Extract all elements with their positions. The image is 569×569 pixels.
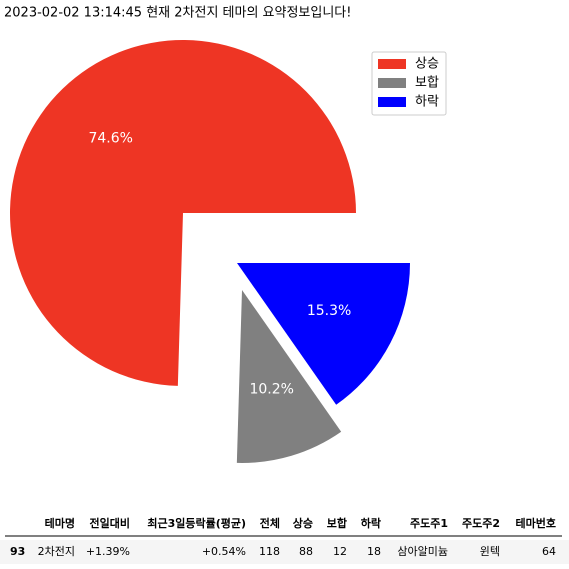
table-cell: 2차전지 bbox=[38, 545, 75, 558]
legend-label: 보합 bbox=[415, 76, 439, 91]
table-cell: 12 bbox=[333, 545, 347, 558]
table-cell: 윈텍 bbox=[480, 544, 500, 558]
table-header: 상승 bbox=[293, 516, 313, 530]
table-cell: +1.39% bbox=[86, 545, 130, 558]
value-label: 15.3% bbox=[307, 303, 351, 319]
pie-wedge bbox=[237, 263, 410, 405]
table-header: 전일대비 bbox=[90, 516, 130, 530]
legend-label: 상승 bbox=[415, 57, 439, 72]
table-index: 93 bbox=[10, 545, 25, 558]
legend-swatch bbox=[378, 78, 406, 88]
legend-swatch bbox=[378, 97, 406, 107]
pie-wedge bbox=[9, 39, 356, 386]
pie-wedge bbox=[236, 290, 342, 463]
table-header: 주도주2 bbox=[462, 517, 500, 530]
chart-title: 2023-02-02 13:14:45 현재 2차전지 테마의 요약정보입니다! bbox=[4, 6, 351, 21]
table-header: 주도주1 bbox=[410, 517, 448, 530]
table-header: 최근3일등락률(평균) bbox=[147, 516, 246, 530]
value-label: 74.6% bbox=[88, 131, 132, 147]
value-label: 10.2% bbox=[249, 381, 293, 397]
table-cell: +0.54% bbox=[202, 545, 246, 558]
table-header: 테마명 bbox=[45, 516, 75, 530]
table-cell: 118 bbox=[259, 545, 280, 558]
table-header: 보합 bbox=[327, 516, 347, 530]
table-header: 하락 bbox=[361, 516, 381, 530]
table-header: 전체 bbox=[260, 516, 280, 530]
table-cell: 삼아알미늄 bbox=[397, 544, 448, 558]
legend-label: 하락 bbox=[415, 95, 439, 110]
table-cell: 18 bbox=[367, 545, 381, 558]
table-row-bg bbox=[0, 540, 569, 564]
legend-swatch bbox=[378, 59, 406, 69]
table-cell: 88 bbox=[299, 545, 313, 558]
table-header: 테마번호 bbox=[516, 516, 556, 530]
table-cell: 64 bbox=[542, 545, 556, 558]
